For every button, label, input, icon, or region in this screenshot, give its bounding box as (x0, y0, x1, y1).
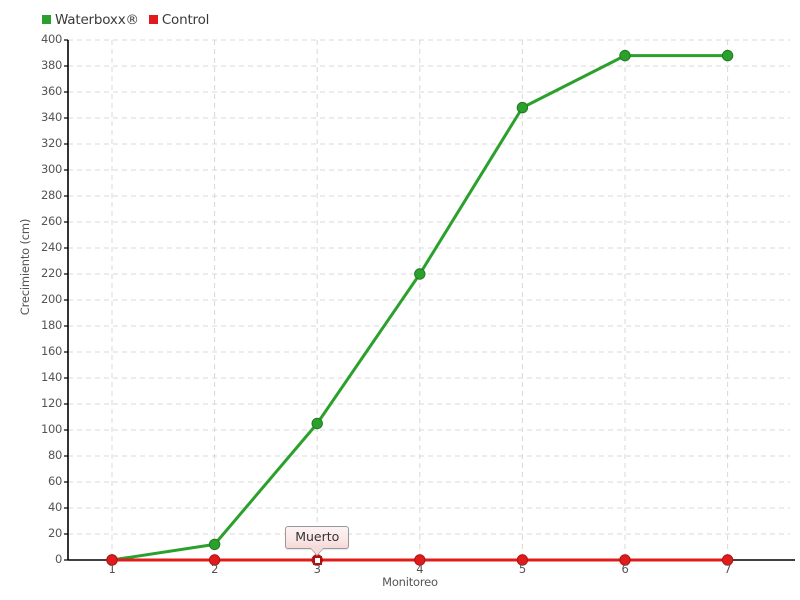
y-tick-label: 40 (47, 500, 62, 514)
y-tick-label: 400 (40, 32, 62, 46)
y-tick-label: 320 (40, 136, 62, 150)
y-tick-label: 120 (40, 396, 62, 410)
x-tick-label: 4 (416, 562, 424, 576)
x-tick-label: 6 (621, 562, 629, 576)
y-tick-label: 300 (40, 162, 62, 176)
legend-swatch-icon (42, 15, 51, 24)
y-tick-label: 100 (40, 422, 62, 436)
y-tick-label: 240 (40, 240, 62, 254)
y-tick-label: 220 (40, 266, 62, 280)
legend-entry[interactable]: Control (148, 12, 210, 28)
y-axis-title: Crecimiento (cm) (18, 218, 32, 316)
chart-legend: Waterboxx® Control (0, 12, 800, 28)
data-point-marker[interactable] (721, 49, 734, 62)
y-tick-label: 20 (47, 526, 62, 540)
data-point-marker[interactable] (721, 554, 734, 566)
y-tick-label: 380 (40, 58, 62, 72)
y-tick-label: 280 (40, 188, 62, 202)
y-tick-label: 160 (40, 344, 62, 358)
data-point-marker[interactable] (208, 538, 221, 551)
data-point-marker[interactable] (106, 554, 118, 566)
y-tick-label: 360 (40, 84, 62, 98)
y-axis-ticks: 0 20 40 60 80 100 120 140 160 180 200 220 240 260 280 3… (18, 0, 62, 600)
highlighted-point-marker[interactable] (312, 555, 322, 565)
y-tick-label: 200 (40, 292, 62, 306)
tooltip-label: Muerto (285, 526, 350, 549)
data-point-marker[interactable] (414, 268, 426, 280)
data-point-marker[interactable] (619, 49, 631, 62)
y-tick-label: 180 (40, 318, 62, 332)
x-tick-label: 3 (313, 562, 321, 576)
y-tick-label: 0 (54, 552, 62, 566)
x-tick-label: 7 (724, 562, 732, 576)
x-tick-label: 2 (211, 562, 219, 576)
y-tick-label: 260 (40, 214, 62, 228)
y-tick-label: 140 (40, 370, 62, 384)
data-point-marker[interactable] (516, 554, 529, 566)
data-point-marker[interactable] (208, 554, 221, 566)
x-tick-label: 5 (518, 562, 526, 576)
x-axis-title: Monitoreo (382, 575, 438, 589)
grid-lines (68, 39, 790, 560)
data-point-marker[interactable] (311, 417, 323, 430)
series-control (106, 554, 734, 566)
data-point-marker[interactable] (414, 554, 426, 566)
data-point-marker[interactable] (619, 554, 631, 566)
y-tick-label: 60 (47, 474, 62, 488)
series-waterboxx (106, 49, 734, 566)
x-tick-label: 1 (108, 562, 116, 576)
legend-label: Waterboxx® (55, 12, 139, 28)
y-tick-label: 340 (40, 110, 62, 124)
legend-entry[interactable]: Waterboxx® (42, 12, 139, 28)
y-tick-label: 80 (47, 448, 62, 462)
legend-swatch-icon (148, 15, 158, 24)
tooltip-arrow-inner-icon (310, 546, 325, 555)
data-point-marker[interactable] (516, 101, 529, 114)
legend-label: Control (161, 12, 210, 28)
